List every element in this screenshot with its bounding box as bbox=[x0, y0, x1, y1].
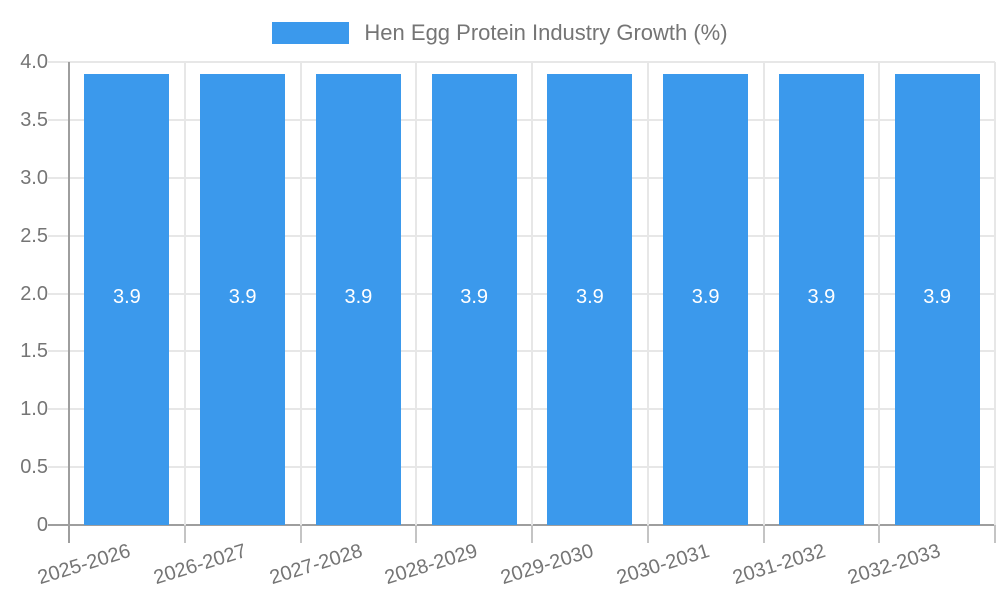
x-axis-tick-label: 2032-2033 bbox=[845, 540, 944, 590]
axis-tick bbox=[994, 525, 996, 543]
x-axis-tick-label: 2027-2028 bbox=[266, 540, 365, 590]
axis-tick bbox=[183, 525, 186, 543]
x-axis-tick-label: 2025-2026 bbox=[35, 540, 134, 590]
bar-value-label: 3.9 bbox=[807, 286, 836, 309]
x-axis-tick-label: 2028-2029 bbox=[382, 540, 481, 590]
gridline bbox=[48, 234, 995, 237]
x-axis-tick-label: 2026-2027 bbox=[151, 540, 250, 590]
y-axis-line bbox=[68, 62, 70, 525]
y-axis-tick-label: 3.0 bbox=[20, 166, 48, 189]
gridline bbox=[994, 62, 996, 525]
gridline bbox=[183, 62, 186, 525]
gridline bbox=[48, 350, 995, 353]
bar[interactable]: 3.9 bbox=[431, 73, 517, 525]
axis-tick bbox=[762, 525, 765, 543]
gridline bbox=[48, 118, 995, 121]
gridline bbox=[531, 62, 533, 525]
y-axis-tick-label: 2.5 bbox=[20, 224, 48, 247]
gridline bbox=[762, 62, 765, 525]
gridline bbox=[48, 466, 995, 469]
y-axis-tick-label: 1.5 bbox=[20, 340, 48, 363]
gridline bbox=[48, 61, 995, 63]
x-axis-line bbox=[48, 524, 995, 526]
bar[interactable]: 3.9 bbox=[663, 73, 749, 525]
y-axis-tick-label: 4.0 bbox=[20, 51, 48, 73]
y-axis-tick-label: 3.5 bbox=[20, 108, 48, 131]
y-axis-tick-label: 0.5 bbox=[20, 456, 48, 479]
bar[interactable]: 3.9 bbox=[315, 73, 401, 525]
x-axis-tick-label: 2030-2031 bbox=[614, 540, 713, 590]
bar-value-label: 3.9 bbox=[344, 286, 373, 309]
gridline bbox=[48, 292, 995, 295]
legend-swatch bbox=[272, 22, 350, 44]
gridline bbox=[299, 62, 302, 525]
y-axis-tick-label: 0 bbox=[36, 514, 48, 536]
y-axis-tick-label: 2.0 bbox=[20, 282, 48, 305]
bar-value-label: 3.9 bbox=[575, 286, 604, 309]
x-axis-tick-label: 2029-2030 bbox=[498, 540, 597, 590]
bar[interactable]: 3.9 bbox=[84, 73, 170, 525]
bar-value-label: 3.9 bbox=[691, 286, 720, 309]
axis-tick bbox=[878, 525, 881, 543]
bar-value-label: 3.9 bbox=[923, 286, 952, 309]
bar[interactable]: 3.9 bbox=[894, 73, 980, 525]
legend-label: Hen Egg Protein Industry Growth (%) bbox=[364, 20, 728, 45]
gridline bbox=[646, 62, 649, 525]
axis-tick bbox=[68, 525, 70, 543]
bar[interactable]: 3.9 bbox=[778, 73, 864, 525]
chart-legend: Hen Egg Protein Industry Growth (%) bbox=[0, 20, 1000, 46]
axis-tick bbox=[415, 525, 418, 543]
gridline bbox=[878, 62, 881, 525]
gridline bbox=[415, 62, 418, 525]
axis-tick bbox=[299, 525, 302, 543]
bar[interactable]: 3.9 bbox=[547, 73, 633, 525]
bar-value-label: 3.9 bbox=[112, 286, 141, 309]
x-axis-tick-label: 2031-2032 bbox=[729, 540, 828, 590]
bar[interactable]: 3.9 bbox=[200, 73, 286, 525]
axis-tick bbox=[531, 525, 533, 543]
gridline bbox=[48, 176, 995, 179]
y-axis-tick-label: 1.0 bbox=[20, 398, 48, 421]
bar-value-label: 3.9 bbox=[460, 286, 489, 309]
bar-value-label: 3.9 bbox=[228, 286, 257, 309]
gridline bbox=[48, 408, 995, 411]
axis-tick bbox=[646, 525, 649, 543]
